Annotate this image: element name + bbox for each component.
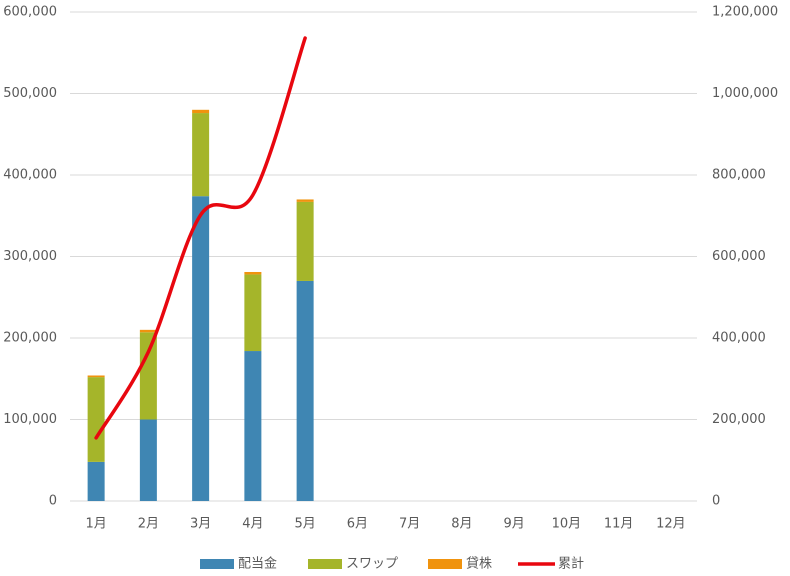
- bar-segment: [244, 271, 262, 275]
- y-tick-label: 300,000: [3, 249, 57, 264]
- y2-tick-label: 200,000: [712, 412, 766, 427]
- y-tick-label: 400,000: [3, 168, 57, 183]
- x-tick-label: 7月: [399, 517, 420, 532]
- bar-segment: [296, 280, 314, 501]
- legend-label: 貸株: [466, 556, 492, 572]
- x-tick-label: 10月: [552, 517, 582, 532]
- y2-tick-label: 1,200,000: [712, 5, 778, 20]
- y-tick-label: 500,000: [3, 86, 57, 101]
- bar-segment: [139, 329, 157, 333]
- y-tick-label: 200,000: [3, 331, 57, 346]
- bar-segment: [192, 196, 210, 501]
- x-tick-label: 3月: [190, 517, 211, 532]
- bar-segment: [192, 113, 210, 197]
- legend-label: 配当金: [238, 556, 277, 572]
- legend-swatch: [428, 559, 462, 569]
- y-tick-label: 600,000: [3, 5, 57, 20]
- x-tick-label: 2月: [138, 517, 159, 532]
- x-tick-label: 6月: [347, 517, 368, 532]
- x-tick-label: 1月: [85, 517, 106, 532]
- x-tick-label: 9月: [503, 517, 524, 532]
- y2-tick-label: 1,000,000: [712, 86, 778, 101]
- bar-segment: [139, 332, 157, 420]
- y2-tick-label: 800,000: [712, 168, 766, 183]
- line: [94, 36, 307, 440]
- x-tick-label: 5月: [294, 517, 315, 532]
- x-tick-label: 8月: [451, 517, 472, 532]
- bar-segment: [87, 377, 105, 462]
- legend-swatch: [200, 559, 234, 569]
- legend-swatch: [308, 559, 342, 569]
- y2-tick-label: 0: [712, 494, 720, 509]
- bar-segment: [244, 274, 262, 352]
- bar-segment: [87, 461, 105, 501]
- legend-label: 累計: [558, 556, 584, 572]
- bar-segment: [244, 351, 262, 501]
- bar-segment: [296, 199, 314, 202]
- legend-label: スワップ: [346, 557, 398, 572]
- bar-segment: [139, 419, 157, 501]
- bar-segment: [87, 375, 105, 378]
- y-tick-label: 0: [49, 494, 57, 509]
- y2-tick-label: 400,000: [712, 331, 766, 346]
- bar-segment: [296, 201, 314, 281]
- x-tick-label: 11月: [604, 517, 634, 532]
- y2-tick-label: 600,000: [712, 249, 766, 264]
- bar-segment: [192, 109, 210, 114]
- x-tick-label: 12月: [656, 517, 686, 532]
- y-tick-label: 100,000: [3, 412, 57, 427]
- x-tick-label: 4月: [242, 517, 263, 532]
